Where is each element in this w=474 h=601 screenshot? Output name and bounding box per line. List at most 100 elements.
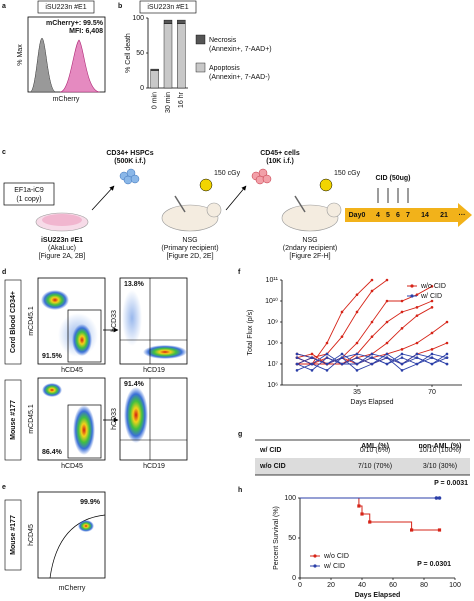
legend-swatch: [195, 62, 206, 73]
title-box: [37, 0, 95, 14]
event-marker: [434, 496, 439, 500]
panel-letter: f: [238, 269, 241, 276]
data-point: [400, 362, 404, 366]
data-point: [295, 356, 299, 359]
bar-segment: [150, 70, 159, 89]
table-header: non-AML (%): [418, 443, 461, 450]
data-point: [430, 352, 434, 356]
p-value: P = 0.0301: [417, 561, 451, 568]
label: (AkaLuc): [48, 245, 76, 252]
data-point: [415, 356, 419, 359]
data-point: [370, 352, 374, 356]
timeline-label: Day0: [349, 212, 366, 219]
table-cell: 10/10 (100%): [419, 447, 461, 454]
data-point: [370, 278, 374, 282]
chart-title: iSU223n #E1: [147, 4, 188, 11]
data-point: [385, 299, 389, 303]
data-point: [310, 362, 314, 366]
bar-segment: [163, 23, 173, 89]
y-tick-label: 10⁹: [267, 319, 278, 326]
label: (10K i.f.): [266, 158, 294, 165]
y-tick-label: 10⁶: [267, 382, 278, 389]
data-point: [400, 327, 404, 330]
label: CID (50ug): [376, 175, 411, 182]
gate-percent: 99.9%: [80, 499, 101, 506]
data-point: [340, 352, 344, 356]
data-point: [370, 356, 374, 359]
data-point: [295, 352, 299, 356]
y-tick-label: 100: [284, 495, 296, 502]
x-tick-label: 16 hr: [178, 91, 185, 108]
legend-marker: [313, 554, 317, 558]
data-point: [430, 362, 434, 366]
timeline-label: 5: [386, 212, 390, 219]
data-point: [340, 310, 344, 314]
table-g: [255, 439, 470, 476]
data-point: [430, 356, 434, 359]
data-point: [295, 369, 299, 372]
panel-letter: a: [2, 3, 6, 10]
legend-label: w/o CID: [323, 553, 349, 560]
data-point: [385, 362, 389, 366]
table-cell: w/ CID: [259, 447, 281, 454]
panel-letter: h: [238, 487, 242, 494]
data-point: [430, 331, 434, 335]
event-marker: [437, 496, 442, 500]
y-axis-label: hCD45: [28, 524, 35, 546]
legend-label: (Annexin+, 7-AAD+): [209, 46, 272, 53]
panel-letter: e: [2, 484, 6, 491]
data-point: [325, 369, 329, 372]
data-point: [400, 299, 404, 303]
x-tick-label: 30 min: [165, 92, 172, 113]
data-point: [340, 356, 344, 359]
label: NSG: [302, 237, 317, 244]
data-point: [415, 352, 419, 356]
data-point: [310, 369, 314, 372]
x-axis-label: hCD45: [61, 367, 83, 374]
label: [Figure 2D, 2E]: [166, 253, 213, 260]
panel-title: iSU223n #E1: [45, 4, 86, 11]
x-tick-label: 40: [358, 582, 366, 589]
y-axis-label: mCD45.1: [28, 306, 35, 336]
gate-percent: 91.4%: [124, 381, 145, 388]
event-marker: [360, 512, 364, 516]
data-point: [415, 314, 419, 317]
data-point: [325, 362, 329, 366]
label: [Figure 2A, 2B]: [39, 253, 86, 260]
y-tick-label: 50: [288, 535, 296, 542]
data-point: [310, 356, 314, 359]
data-point: [370, 335, 374, 338]
data-point: [415, 341, 419, 345]
data-point: [325, 352, 329, 356]
gate-percent: 91.5%: [42, 353, 63, 360]
legend-marker: [313, 564, 317, 568]
x-axis-label: hCD45: [61, 463, 83, 470]
label: EF1a-iC9: [14, 187, 44, 194]
data-point: [415, 293, 419, 296]
x-tick-label: 100: [449, 582, 461, 589]
x-tick-label: 60: [389, 582, 397, 589]
p-value: P = 0.0031: [434, 480, 468, 487]
y-tick-label: 50: [136, 50, 144, 57]
data-point: [355, 293, 359, 296]
table-cell: 3/10 (30%): [423, 463, 457, 470]
label: (1 copy): [16, 196, 41, 203]
y-tick-label: 0: [140, 85, 144, 92]
y-tick-label: 10¹⁰: [265, 297, 278, 305]
row-label: Cord Blood CD34+: [10, 291, 17, 353]
x-axis-label: Days Elapsed: [355, 592, 401, 599]
data-point: [295, 362, 299, 366]
timeline-label: 7: [406, 212, 410, 219]
schematic: [3, 168, 472, 232]
x-tick-label: 70: [428, 389, 436, 396]
legend-label: Apoptosis: [209, 65, 240, 72]
data-point: [400, 348, 404, 351]
data-point: [445, 356, 449, 359]
x-axis-label: Days Elapsed: [350, 399, 393, 406]
data-point: [400, 310, 404, 314]
title-box: [139, 0, 197, 14]
data-point: [430, 285, 434, 288]
stat: mCherry+: 99.5%: [46, 20, 104, 27]
y-tick-label: 10¹¹: [266, 277, 279, 284]
data-point: [430, 348, 434, 351]
